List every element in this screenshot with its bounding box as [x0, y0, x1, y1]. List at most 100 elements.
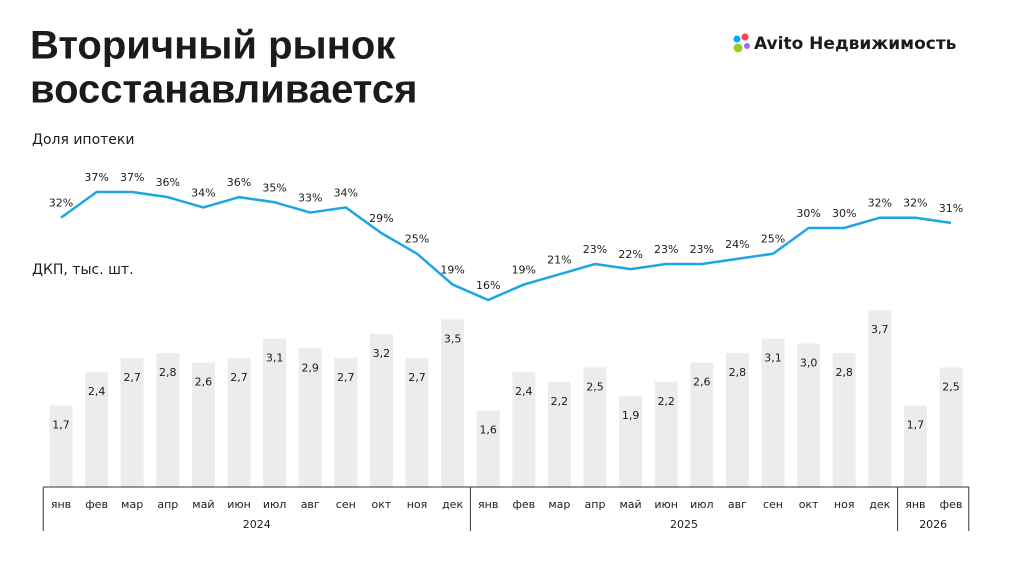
bar — [725, 353, 749, 487]
bar — [868, 310, 892, 487]
data-label: 29% — [369, 212, 393, 225]
x-tick-label: ноя — [834, 498, 855, 511]
data-label: 32% — [49, 197, 73, 210]
x-tick-label: фев — [940, 498, 963, 511]
data-label: 2,6 — [195, 376, 213, 389]
data-label: 2,8 — [729, 366, 747, 379]
data-label: 1,6 — [479, 423, 497, 436]
x-tick-label: ноя — [407, 498, 428, 511]
x-tick-label: май — [192, 498, 214, 511]
x-tick-label: янв — [51, 498, 71, 511]
data-label: 2,4 — [88, 385, 106, 398]
data-label: 3,1 — [266, 352, 284, 365]
data-label: 2,7 — [408, 371, 426, 384]
x-tick-label: фев — [512, 498, 535, 511]
bar — [263, 338, 287, 487]
data-label: 2,7 — [123, 371, 141, 384]
bar — [654, 381, 678, 487]
x-tick-label: май — [619, 498, 641, 511]
data-label: 3,5 — [444, 333, 462, 346]
x-tick-label: дек — [869, 498, 890, 511]
data-label: 2,5 — [942, 380, 960, 393]
data-label: 22% — [618, 248, 642, 261]
data-label: 32% — [903, 197, 927, 210]
data-label: 34% — [334, 186, 358, 199]
chart-title: Вторичный рынок — [30, 24, 396, 68]
data-label: 33% — [298, 192, 322, 205]
group-label: 2025 — [670, 518, 698, 531]
data-label: 2,9 — [301, 361, 319, 374]
data-label: 23% — [583, 243, 607, 256]
series-label: ДКП, тыс. шт. — [32, 262, 134, 278]
data-label: 32% — [868, 197, 892, 210]
data-label: 23% — [690, 243, 714, 256]
x-tick-label: мар — [548, 498, 570, 511]
data-label: 25% — [405, 233, 429, 246]
data-label: 2,4 — [515, 385, 533, 398]
x-tick-label: июл — [690, 498, 713, 511]
data-label: 1,7 — [907, 419, 925, 432]
data-label: 36% — [227, 176, 251, 189]
data-label: 31% — [939, 202, 963, 215]
x-tick-label: окт — [799, 498, 819, 511]
data-label: 16% — [476, 279, 500, 292]
bar — [690, 362, 714, 487]
data-label: 37% — [120, 171, 144, 184]
x-tick-label: дек — [442, 498, 463, 511]
x-tick-label: апр — [585, 498, 606, 511]
bar — [512, 372, 536, 487]
bar — [298, 348, 322, 487]
data-label: 23% — [654, 243, 678, 256]
bar — [583, 367, 607, 487]
data-label: 25% — [761, 233, 785, 246]
x-tick-label: авг — [301, 498, 320, 511]
x-tick-label: июн — [654, 498, 678, 511]
x-tick-label: сен — [336, 498, 356, 511]
x-tick-label: янв — [478, 498, 498, 511]
brand: Avito Недвижимость — [754, 34, 956, 54]
data-label: 2,2 — [551, 395, 569, 408]
data-label: 36% — [156, 176, 180, 189]
bar — [441, 319, 465, 487]
bar — [369, 333, 393, 487]
data-label: 35% — [262, 181, 286, 194]
data-label: 2,2 — [657, 395, 675, 408]
data-label: 37% — [84, 171, 108, 184]
series-label: Доля ипотеки — [32, 132, 134, 148]
bar — [85, 372, 109, 487]
x-tick-label: июн — [227, 498, 251, 511]
data-label: 1,7 — [52, 419, 70, 432]
chart-title: восстанавливается — [30, 68, 417, 112]
data-label: 3,7 — [871, 323, 889, 336]
data-label: 2,5 — [586, 380, 604, 393]
data-label: 2,8 — [835, 366, 853, 379]
bar — [227, 357, 251, 487]
bar — [191, 362, 215, 487]
bar — [547, 381, 571, 487]
x-tick-label: мар — [121, 498, 143, 511]
x-tick-label: фев — [85, 498, 108, 511]
x-tick-label: авг — [728, 498, 747, 511]
data-label: 1,9 — [622, 409, 640, 422]
data-label: 2,7 — [337, 371, 355, 384]
bar — [49, 405, 73, 487]
data-label: 3,0 — [800, 356, 818, 369]
x-tick-label: июл — [263, 498, 286, 511]
data-label: 30% — [832, 207, 856, 220]
x-tick-label: апр — [157, 498, 178, 511]
bar — [156, 353, 180, 487]
bar — [405, 357, 429, 487]
bar — [476, 410, 500, 487]
data-label: 21% — [547, 253, 571, 266]
x-tick-label: янв — [905, 498, 925, 511]
data-label: 30% — [796, 207, 820, 220]
x-tick-label: сен — [763, 498, 783, 511]
bar — [334, 357, 358, 487]
bar — [939, 367, 963, 487]
data-label: 24% — [725, 238, 749, 251]
bar — [761, 338, 785, 487]
bar — [619, 396, 643, 487]
data-label: 19% — [440, 264, 464, 277]
data-label: 2,8 — [159, 366, 177, 379]
